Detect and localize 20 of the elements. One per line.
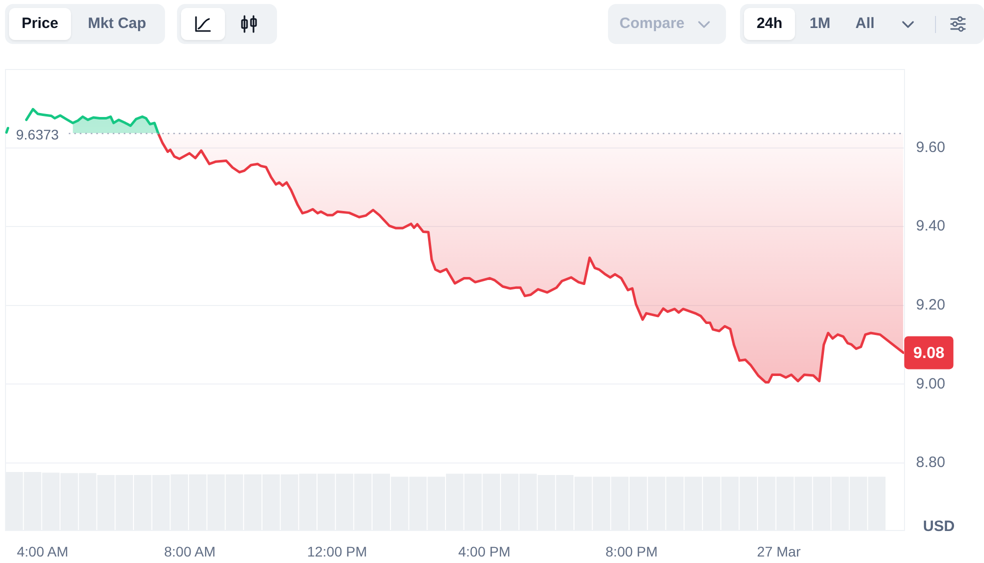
range-label: All: [855, 15, 875, 34]
y-tick-label: 9.00: [916, 375, 946, 392]
tab-label: Price: [22, 15, 58, 34]
dropdown-label: Compare: [619, 15, 685, 34]
x-tick-label: 12:00 PM: [307, 543, 368, 560]
y-tick-label: 9.20: [916, 296, 946, 314]
ref-line-label: 9.6373: [16, 126, 60, 142]
y-axis-title: USD: [923, 518, 955, 536]
range-label: 1M: [810, 15, 830, 34]
tab-label: Mkt Cap: [88, 15, 146, 34]
y-tick-label: 9.40: [916, 218, 946, 235]
x-tick-label: 27 Mar: [757, 543, 801, 560]
x-tick-label: 8:00 AM: [164, 543, 216, 560]
x-tick-label: 4:00 PM: [458, 543, 510, 560]
x-tick-label: 8:00 PM: [606, 543, 658, 560]
annotation: 9.08: [913, 345, 945, 362]
y-tick-label: 8.80: [916, 454, 946, 472]
x-tick-label: 4:00 AM: [16, 543, 68, 560]
range-label: 24h: [756, 15, 782, 34]
y-tick-label: 9.60: [916, 138, 946, 156]
